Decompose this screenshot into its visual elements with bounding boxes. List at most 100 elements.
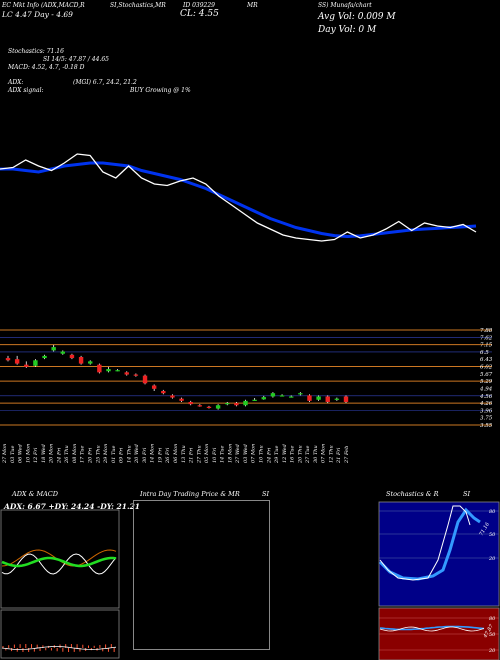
- date-label: 03 Wed: [243, 444, 249, 463]
- candle-body: [197, 405, 203, 407]
- y-tick-label: 6.5: [480, 350, 489, 356]
- candle-body: [261, 397, 266, 400]
- date-label: 05 Mon: [204, 444, 210, 463]
- header-id: ID 039229: [183, 2, 215, 9]
- price-line-chart: [0, 153, 477, 242]
- macd-box: [0, 609, 120, 659]
- rsi-info: SI 14/5: 47.87 / 44.65: [43, 56, 109, 63]
- candle-body: [307, 395, 312, 401]
- date-label: 19 Fri: [157, 447, 163, 463]
- candle-body: [142, 375, 148, 384]
- date-label: 09 Fri: [119, 447, 125, 463]
- date-label: 20 Wed: [134, 444, 140, 464]
- candle-body: [5, 358, 11, 361]
- candle-body: [334, 398, 340, 400]
- date-label: 10 Thu: [259, 445, 265, 463]
- candle-body: [234, 403, 239, 406]
- date-label: 30 Thu: [313, 445, 319, 463]
- date-label: 30 Fri: [142, 447, 148, 463]
- rsi-tick: 50: [489, 632, 496, 638]
- price-line: [0, 153, 477, 242]
- candle-body: [24, 364, 29, 367]
- y-tick-label: 3.55: [480, 423, 493, 429]
- rsi-slow-line: [379, 625, 485, 631]
- candle-body: [279, 395, 285, 397]
- close-label: CL: 4.55: [180, 9, 219, 19]
- candle-body: [325, 396, 330, 402]
- y-tick-label: 4.26: [479, 401, 493, 407]
- stoch-fast-line: [379, 505, 471, 581]
- candle-body: [252, 399, 257, 401]
- date-label: 14 Thu: [126, 445, 132, 463]
- header-line1-mid: SI,Stochastics,MR: [110, 2, 166, 9]
- candle-body: [288, 396, 294, 398]
- candlestick-chart: 7.887.62 7.156.56.43 6.025.675.294.94 4.564…: [0, 328, 493, 464]
- date-label: 17 Tue: [80, 445, 86, 463]
- candle-body: [316, 396, 321, 400]
- date-label: 01 Tue: [111, 445, 117, 463]
- stoch-tick: 50: [489, 532, 496, 538]
- adx-panel: [0, 509, 120, 659]
- day-vol-label: Day Vol: 0 M: [318, 25, 377, 35]
- rsi-tick: 20: [488, 648, 496, 654]
- candle-body: [161, 390, 166, 394]
- ma-line: [0, 161, 477, 239]
- date-label: 25 Thu: [95, 445, 101, 464]
- macd-info: MACD: 4.52, 4.7, -0.18 D: [8, 64, 85, 71]
- date-label: 12 Fri: [33, 447, 39, 463]
- y-tick-label: 3.75: [480, 416, 493, 422]
- stoch-si: SI: [463, 490, 471, 498]
- candle-body: [42, 355, 47, 359]
- adx-values-text: ADX: 6.67 +DY: 24.24 -DY: 21.21: [4, 502, 140, 511]
- date-label: 06 Wed: [18, 444, 24, 463]
- y-tick-label: 3.96: [480, 408, 493, 414]
- date-label: 27 Mon: [2, 444, 8, 464]
- y-tick-label: 6.43: [480, 357, 493, 363]
- adx-info-values: (MGI) 6.7, 24.2, 21.2: [73, 79, 137, 86]
- header-site: SS) Munafa/chart: [318, 2, 372, 9]
- y-tick-label: 4.94: [479, 386, 493, 392]
- date-label: 20 Mon: [49, 444, 55, 464]
- candle-body: [14, 359, 20, 364]
- candle-body: [78, 356, 84, 364]
- candle-body: [33, 360, 38, 366]
- y-tick-label: 5.29: [480, 379, 493, 385]
- y-tick-label: 4.56: [479, 394, 493, 400]
- date-label: 20 Fri: [88, 447, 94, 464]
- date-label: 12 Wed: [282, 444, 288, 463]
- candle-body: [188, 401, 193, 405]
- date-label: 18 Wed: [41, 444, 47, 463]
- date-label: 27 Thu: [196, 445, 202, 464]
- candle-body: [115, 370, 120, 372]
- header-last-close: LC 4.47 Day - 4.69: [2, 10, 73, 19]
- date-label: 16 Tue: [290, 445, 296, 463]
- date-label: 29 Mon: [103, 444, 109, 464]
- date-label: 13 Thu: [181, 445, 187, 463]
- date-label: 12 Thu: [328, 445, 334, 463]
- date-label: 20 Thu: [297, 445, 303, 464]
- candle-body: [124, 372, 129, 375]
- candle-body: [151, 385, 157, 389]
- date-label: 21 Fri: [189, 447, 195, 464]
- date-label: 10 Mon: [25, 444, 31, 463]
- date-label: 14 Mon: [150, 444, 156, 463]
- adx-info-label: ADX:: [8, 79, 24, 86]
- y-tick-label: 6.02: [480, 365, 493, 371]
- stoch-box: [378, 501, 500, 607]
- date-label: 27 Feb: [344, 446, 350, 464]
- intraday-title: Intra Day Trading Price & MR: [140, 490, 240, 498]
- candle-body: [51, 347, 56, 351]
- date-label: 27 Wed: [235, 444, 241, 464]
- y-tick-label: 7.62: [480, 335, 493, 341]
- candle-body: [225, 403, 230, 405]
- candle-body: [243, 400, 248, 406]
- avg-vol-label: Avg Vol: 0.009 M: [318, 12, 396, 22]
- adx-macd-title: ADX & MACD: [12, 490, 58, 498]
- candle-body: [298, 393, 303, 395]
- date-label: 26 Thu: [64, 445, 70, 464]
- candle-body: [206, 406, 212, 408]
- date-label: 24 Fri: [56, 447, 62, 464]
- adx-signal-label: ADX signal:: [8, 87, 44, 94]
